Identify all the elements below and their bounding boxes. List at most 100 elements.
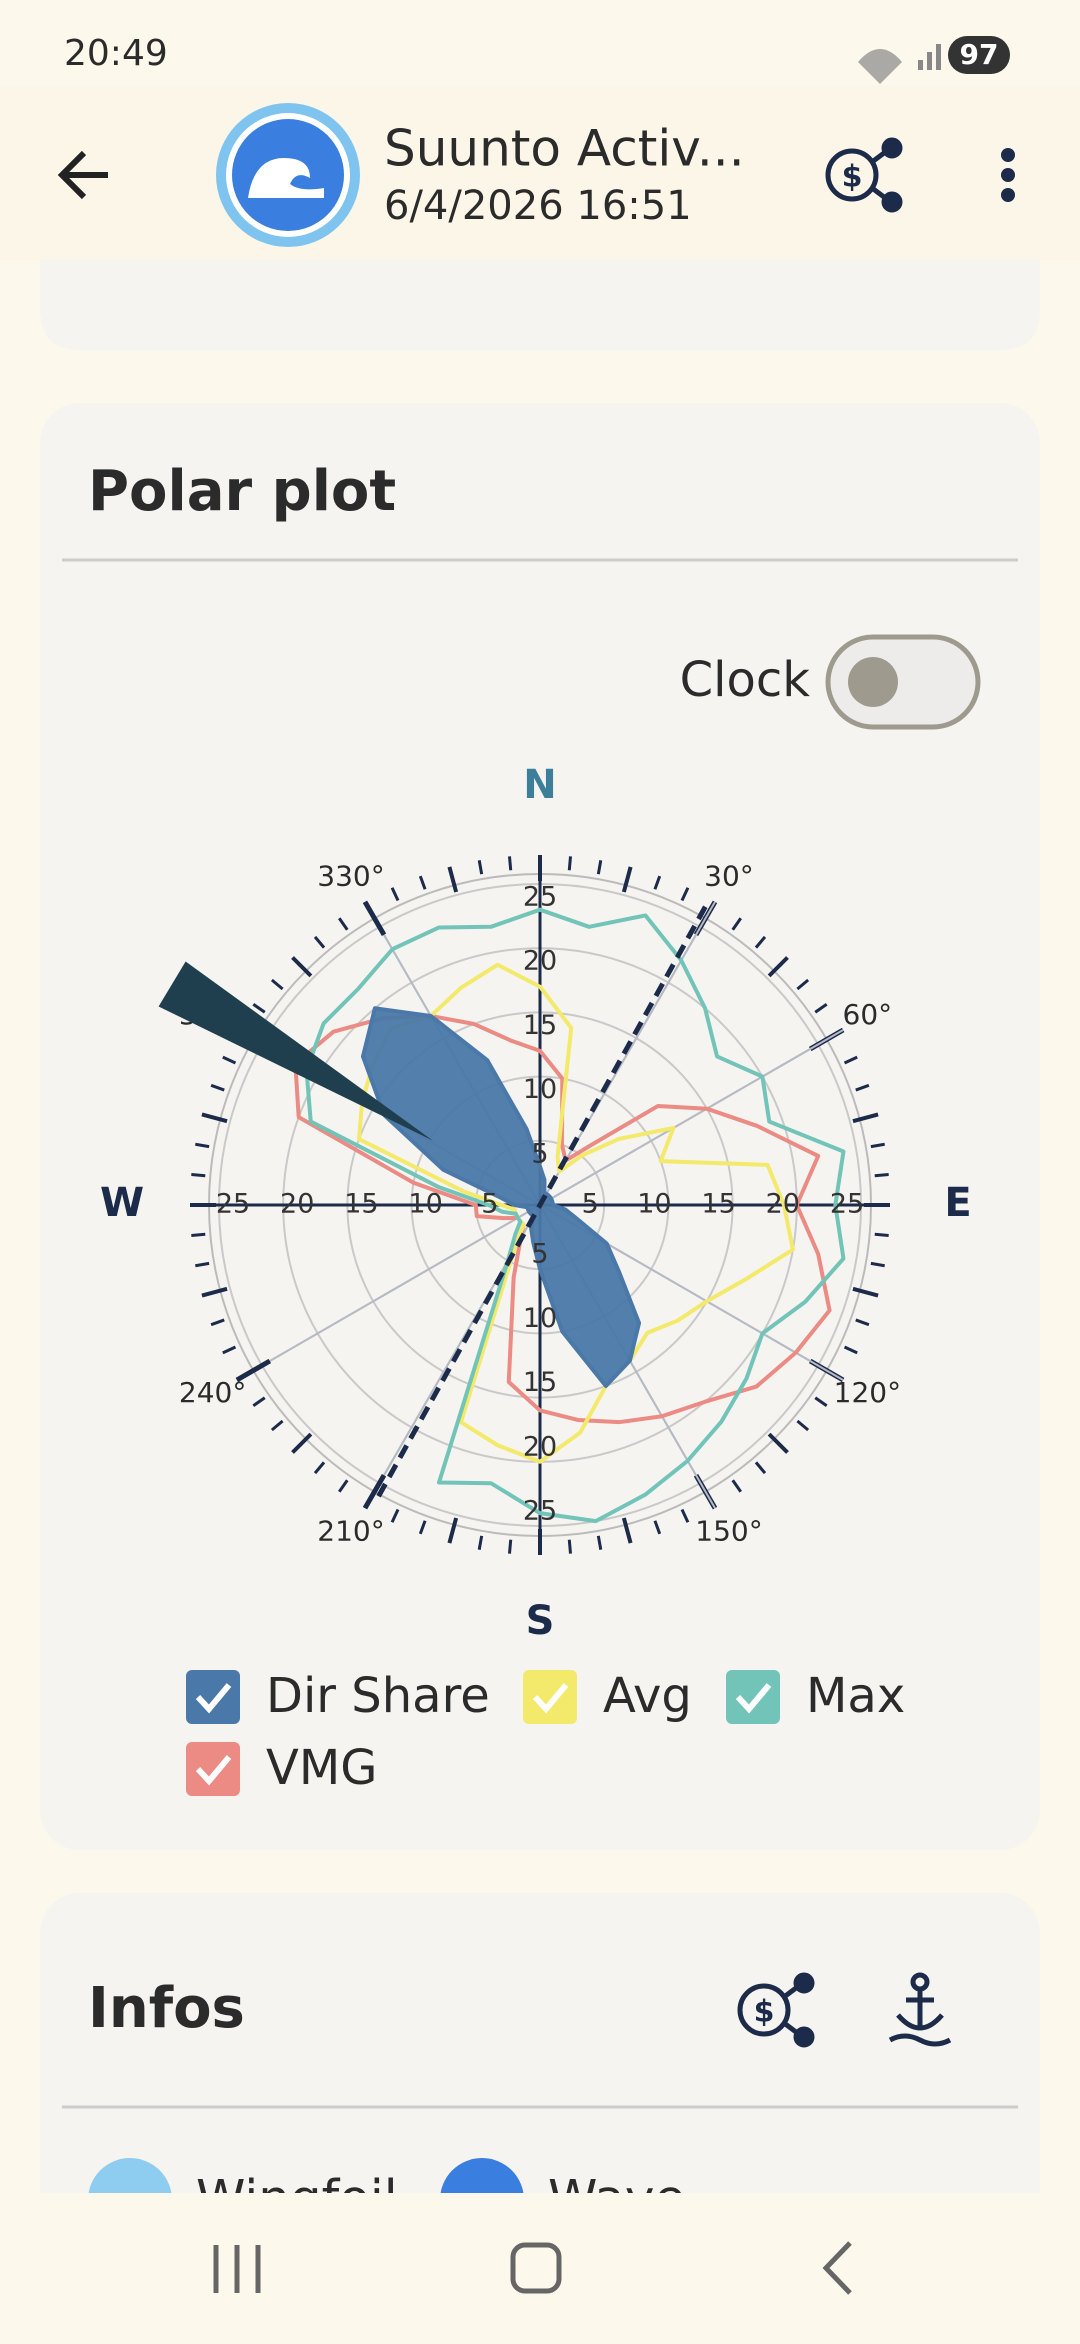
angle-tick [362,900,387,937]
r-tick-label: 15 [344,1189,378,1220]
compass-label: S [526,1598,555,1644]
compass-tick [680,1508,690,1523]
card [40,260,1040,350]
legend-checkbox[interactable] [726,1670,780,1724]
compass-tick [843,1055,858,1065]
angle-tick-label: 330° [317,860,384,893]
compass-tick [754,1461,767,1475]
angle-tick-label: 30° [704,860,754,893]
legend-checkbox[interactable] [186,1742,240,1796]
app-bar [0,85,1080,260]
compass-tick [855,1318,870,1327]
legend-label: Max [806,1668,905,1724]
r-tick-label: 25 [216,1189,250,1220]
polar-chart: 30°60°120°150°210°240°300°330°5555101010… [100,762,972,1644]
r-tick-label: 25 [523,1496,557,1527]
compass-tick [338,1479,349,1493]
status-icons [858,44,941,84]
nav-back-button[interactable] [822,2241,852,2295]
compass-tick [814,1003,828,1014]
compass-tick [653,875,662,890]
card-title: Polar plot [88,459,396,524]
legend-label: Dir Share [266,1668,490,1724]
compass-tick [252,1396,266,1407]
toggle-knob [848,657,898,707]
compass-tick [191,1232,206,1237]
legend-checkbox[interactable] [186,1670,240,1724]
compass-tick [390,1508,400,1523]
compass-tick [767,1432,789,1454]
compass-tick [796,1419,810,1432]
compass-label: N [523,762,556,808]
compass-tick [653,1520,662,1535]
r-tick-label: 10 [408,1189,442,1220]
compass-tick [201,1286,228,1298]
compass-tick [731,1479,742,1493]
compass-tick [338,917,349,931]
r-tick-label: 25 [830,1189,864,1220]
compass-tick [754,935,767,949]
anchor-button[interactable] [888,1972,952,2047]
legend-check [532,1683,569,1714]
compass-tick [796,978,810,991]
compass-tick [567,1539,572,1554]
more-menu[interactable] [1001,148,1015,202]
compass-tick [767,956,789,978]
compass-tick [852,1286,879,1298]
compass-tick [731,917,742,931]
compass-tick [874,1232,889,1237]
compass-tick [210,1318,225,1327]
svg-text:$: $ [842,160,863,195]
app-subtitle: 6/4/2026 16:51 [384,183,692,229]
card-title: Infos [88,1976,245,2041]
battery-level: 97 [960,38,999,71]
compass-label: E [944,1180,971,1226]
angle-tick [235,1358,272,1383]
compass-tick [477,1535,484,1550]
direction-arrow [158,961,433,1141]
compass-tick [195,1142,210,1149]
r-tick-label: 5 [531,1138,548,1169]
compass-tick [870,1261,885,1268]
r-tick-label: 5 [531,1239,548,1270]
dashed-axis [372,905,708,1505]
battery [948,36,1010,74]
share-button[interactable]: $ [825,137,903,213]
compass-tick [447,866,459,893]
compass-tick [291,956,313,978]
compass-tick [210,1083,225,1092]
compass-label: W [100,1180,144,1226]
angle-tick-label: 60° [843,998,893,1031]
compass-tick [567,856,572,871]
legend: Dir Share Avg Max VMG [186,1668,905,1796]
angle-tick-label: 120° [834,1376,901,1409]
legend-checkbox[interactable] [523,1670,577,1724]
compass-tick [814,1396,828,1407]
r-tick-label: 5 [481,1189,498,1220]
compass-tick [291,1432,313,1454]
compass-tick [313,1461,326,1475]
svg-text:$: $ [754,1995,775,2030]
r-tick-label: 20 [766,1189,800,1220]
app-title: Suunto Activ... [384,120,745,178]
compass-tick [596,860,603,875]
compass-tick [270,1419,284,1432]
r-tick-label: 15 [523,1010,557,1041]
legend-label: VMG [266,1740,377,1796]
legend-label: Avg [603,1668,692,1724]
compass-tick [680,887,690,902]
compass-tick [201,1112,228,1124]
r-tick-label: 5 [582,1189,599,1220]
compass-tick [270,978,284,991]
r-tick-label: 10 [523,1074,557,1105]
angle-tick-label: 240° [179,1376,246,1409]
status-time: 20:49 [64,33,168,74]
recent-apps-button[interactable] [213,2245,261,2293]
share-button[interactable]: $ [737,1972,815,2048]
back-button[interactable] [57,150,108,200]
home-button[interactable] [510,2242,562,2294]
compass-tick [390,887,400,902]
compass-tick [852,1112,879,1124]
compass-tick [252,1003,266,1014]
compass-tick [222,1345,237,1355]
